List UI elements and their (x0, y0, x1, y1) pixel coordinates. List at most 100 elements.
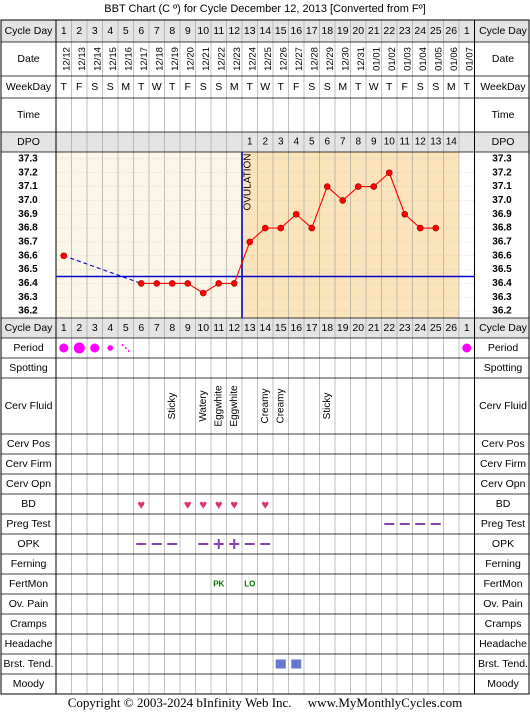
dpo-label: 14 (446, 137, 458, 148)
cycle-day-label-bottom: 11 (213, 322, 224, 334)
weekday-label: T (247, 81, 254, 93)
cycle-day-label-bottom: 5 (123, 322, 129, 334)
weekday-label: T (138, 81, 145, 93)
temp-tick-label-right: 36.5 (492, 264, 512, 275)
temp-line-segment (342, 186, 359, 201)
row-label-left: Ferning (11, 558, 47, 570)
temp-point (215, 280, 223, 287)
date-label: 12/24 (247, 47, 258, 71)
temp-point (339, 197, 347, 204)
temp-line-segment (311, 186, 328, 229)
weekday-label: F (185, 81, 191, 93)
row-label-left: Cerv Firm (5, 458, 51, 470)
chart-title: BBT Chart (C º) for Cycle December 12, 2… (104, 3, 426, 15)
cycle-day-label: 16 (290, 25, 302, 37)
cycle-day-label-bottom: 20 (352, 322, 364, 334)
row-label-right: Date (492, 53, 514, 65)
cycle-day-label: 1 (464, 25, 470, 37)
bd-heart-icon: ♥ (184, 497, 192, 512)
temp-point (308, 224, 316, 232)
bd-heart-icon: ♥ (199, 497, 207, 512)
row-label-right: Cerv Firm (480, 458, 526, 470)
cycle-day-label: 23 (399, 25, 411, 37)
fertmon-label: LO (244, 580, 255, 589)
temp-tick-label-left: 37.2 (18, 167, 38, 178)
row-label-right: BD (496, 498, 511, 510)
cycle-day-label: 18 (321, 25, 333, 37)
temp-tick-label-right: 36.7 (492, 236, 512, 247)
cycle-day-label: 2 (76, 25, 82, 37)
date-label: 12/20 (185, 47, 196, 71)
period-mark (90, 343, 100, 353)
cycle-day-label: 22 (383, 25, 395, 37)
temp-tick-label-right: 36.9 (492, 209, 512, 220)
temp-point (370, 183, 378, 190)
dpo-label: 8 (355, 137, 361, 148)
temp-point (246, 238, 254, 246)
copyright-text: Copyright © 2003-2024 bInfinity Web Inc. (67, 695, 292, 710)
row-label-left: OPK (17, 538, 39, 550)
weekday-label: M (121, 81, 130, 93)
row-label-left: Period (13, 342, 44, 354)
cerv-fluid-label: Creamy (260, 388, 271, 423)
weekday-label: M (338, 81, 347, 93)
row-label-right: Ov. Pain (483, 598, 523, 610)
row-label-left: Date (17, 53, 39, 65)
row-label-left: Cycle Day (5, 322, 54, 334)
cycle-day-label-bottom: 2 (76, 322, 82, 334)
date-label: 12/30 (340, 47, 351, 71)
cycle-day-label-bottom: 18 (321, 322, 333, 334)
dpo-label: 1 (247, 137, 253, 148)
row-label-left: Cerv Opn (6, 478, 51, 490)
weekday-label: M (447, 81, 456, 93)
date-label: 12/16 (123, 47, 134, 71)
cycle-day-label-bottom: 19 (337, 322, 349, 334)
weekday-label: S (432, 81, 439, 93)
date-label: 12/23 (232, 47, 243, 71)
row-label-left: Spotting (9, 362, 48, 374)
cerv-fluid-label: Watery (198, 390, 209, 421)
row-label-left: BD (21, 498, 36, 510)
date-label: 12/19 (170, 47, 181, 71)
row-label-left: FertMon (9, 578, 48, 590)
weekday-label: F (76, 81, 82, 93)
cycle-day-label-bottom: 13 (244, 322, 256, 334)
date-label: 12/26 (278, 47, 289, 71)
weekday-label: T (464, 81, 471, 93)
temp-tick-label-left: 36.9 (18, 209, 38, 220)
bd-heart-icon: ♥ (215, 497, 223, 512)
row-label-right: FertMon (483, 578, 522, 590)
date-label: 01/05 (433, 47, 444, 71)
cycle-day-label-bottom: 12 (228, 322, 240, 334)
dpo-label: 10 (384, 137, 396, 148)
temp-point (292, 210, 300, 218)
period-mark (107, 345, 114, 351)
cycle-day-label: 17 (306, 25, 318, 37)
row-label-right: Cerv Opn (481, 478, 526, 490)
cycle-day-label: 21 (368, 25, 380, 37)
weekday-label: F (293, 81, 299, 93)
row-label-right: Cycle Day (479, 25, 528, 37)
cycle-day-label: 3 (92, 25, 98, 37)
temp-tick-label-right: 36.3 (492, 292, 512, 303)
period-spotting-dot (124, 347, 127, 349)
date-label: 12/15 (108, 47, 119, 71)
cerv-fluid-label: Sticky (322, 393, 333, 420)
cycle-day-label: 10 (197, 25, 209, 37)
weekday-label: S (215, 81, 222, 93)
temp-line-segment (233, 241, 251, 284)
row-label-right: Cerv Pos (481, 438, 524, 450)
temp-point (323, 183, 331, 190)
weekday-label: S (107, 81, 114, 93)
weekday-label: M (230, 81, 239, 93)
row-label-right: Headache (479, 638, 527, 650)
row-label-right: DPO (492, 136, 515, 148)
cycle-day-label: 15 (275, 25, 287, 37)
temp-line-segment (404, 213, 421, 229)
site-link[interactable]: www.MyMonthlyCycles.com (307, 695, 463, 710)
cerv-fluid-label: Eggwhite (229, 385, 240, 427)
cycle-day-label: 12 (228, 25, 240, 37)
temp-point (401, 210, 409, 218)
temp-point (277, 224, 285, 232)
cycle-day-label: 4 (107, 25, 113, 37)
